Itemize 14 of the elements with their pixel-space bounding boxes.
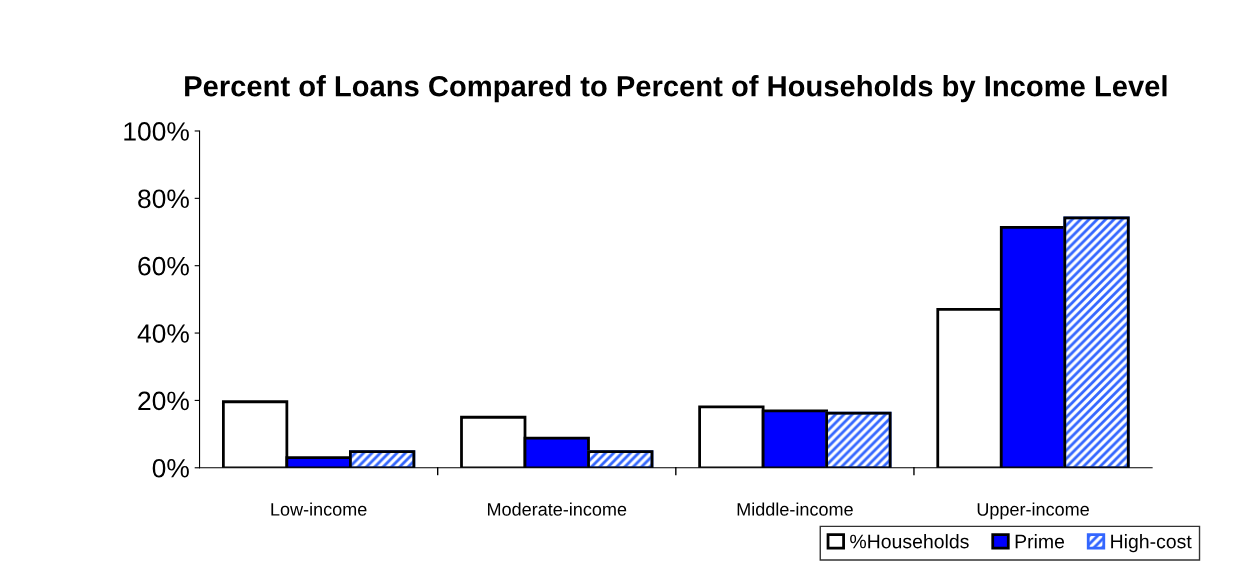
- legend-label: High-cost: [1111, 534, 1192, 553]
- y-tick-label: 60%: [138, 256, 189, 276]
- x-tick-label: Moderate-income: [487, 502, 627, 516]
- x-tick-label: Upper-income: [977, 502, 1089, 520]
- y-tick-label: 40%: [137, 324, 189, 343]
- x-tick-label: Middle-income: [737, 502, 853, 516]
- chart-title: Percent of Loans Compared to Percent of Households by Income Level: [185, 75, 1167, 103]
- legend-label: Prime: [1015, 534, 1065, 549]
- y-tick-label: 100%: [124, 122, 189, 141]
- x-tick-label: Low-income: [271, 502, 367, 516]
- legend-label: %Households: [850, 534, 969, 549]
- y-tick-label: 80%: [138, 189, 189, 209]
- y-tick-label: 0%: [152, 458, 189, 478]
- y-tick-label: 20%: [138, 391, 189, 411]
